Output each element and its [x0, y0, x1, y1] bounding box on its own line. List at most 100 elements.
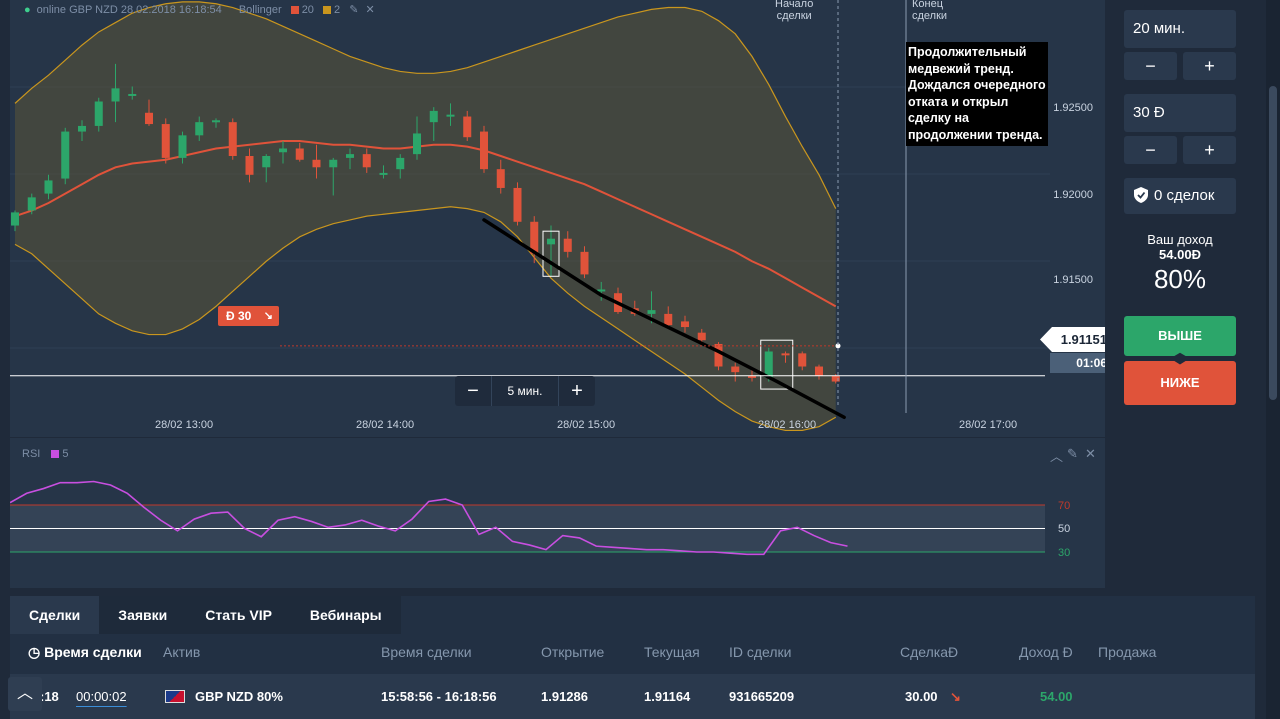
price-tick: 1.91500: [1053, 274, 1093, 286]
column-header[interactable]: ◷ Время сделки: [28, 644, 142, 660]
candle-body: [748, 375, 756, 378]
candle-body: [78, 125, 86, 132]
deals-panel: Сделки Заявки Стать VIP Вебинары ◷ Время…: [10, 596, 1255, 719]
candle-body: [681, 321, 689, 328]
candle-body: [547, 238, 555, 245]
candle-body: [580, 251, 589, 275]
tab-webinars[interactable]: Вебинары: [290, 596, 401, 634]
deal-time-range: 15:58:56 - 16:18:56: [381, 689, 497, 704]
timeframe-control: − 5 мин. +: [455, 376, 595, 406]
trade-tag-amount: Ð 30: [226, 309, 252, 323]
candle-body: [27, 197, 36, 211]
call-button[interactable]: ВЫШЕ: [1124, 316, 1236, 356]
expiry-timer: 01:06: [1050, 353, 1105, 373]
deal-timer: 00:00:02: [76, 689, 127, 704]
gb-flag-icon: [165, 690, 185, 703]
candle-body: [44, 180, 53, 194]
pencil-icon[interactable]: ✎: [349, 4, 359, 16]
scrollbar-thumb[interactable]: [1269, 86, 1277, 400]
page-scrollbar[interactable]: [1266, 0, 1280, 719]
candle-body: [94, 101, 103, 126]
candle-body: [195, 122, 204, 136]
candle-body: [714, 343, 723, 367]
candle-body: [530, 221, 539, 254]
pullback-highlight: [542, 230, 560, 277]
indicator-name: Bollinger: [238, 4, 282, 16]
rsi-line: [10, 480, 848, 556]
candle-body: [396, 157, 405, 170]
open-trade-tag[interactable]: Ð 30 ↘: [218, 306, 279, 326]
amount-minus-button[interactable]: −: [1124, 136, 1177, 164]
indicator-param-2: 2: [334, 4, 341, 16]
column-header: Актив: [163, 644, 201, 660]
deals-button[interactable]: 0 сделок: [1124, 178, 1236, 214]
candle-body: [379, 172, 388, 175]
entry-highlight: [760, 339, 794, 390]
candle-body: [513, 187, 522, 222]
column-header: СделкаÐ: [900, 644, 959, 660]
arrow-down-right-icon: ↘: [950, 689, 961, 704]
candle-body: [279, 148, 287, 153]
timeframe-minus-button[interactable]: −: [467, 379, 479, 402]
amount-plus-button[interactable]: +: [1183, 136, 1236, 164]
close-icon[interactable]: ✕: [1085, 446, 1096, 461]
deal-asset: GBP NZD 80%: [165, 674, 283, 719]
timeframe-plus-button[interactable]: +: [571, 379, 583, 402]
price-chart[interactable]: ● online GBP NZD 28.02.2018 16:18:54 Boll…: [10, 0, 1105, 437]
candle-body: [446, 114, 455, 117]
candle-body: [697, 332, 706, 341]
rsi-canvas: [10, 480, 1045, 556]
chart-canvas: [10, 0, 1050, 432]
rsi-panel[interactable]: RSI 5 70 50 30 ︿ ✎ ✕: [10, 438, 1105, 588]
candle-body: [262, 156, 271, 168]
clock-icon: ◷: [28, 644, 45, 660]
column-header: Текущая: [644, 644, 700, 660]
chevron-up-icon[interactable]: ︿: [8, 677, 42, 711]
candle-body: [346, 154, 354, 158]
tab-vip[interactable]: Стать VIP: [186, 596, 291, 634]
payout-percent: 80%: [1153, 264, 1207, 294]
chevron-up-icon[interactable]: ︿: [1050, 449, 1064, 464]
duration-minus-button[interactable]: −: [1124, 52, 1177, 80]
candle-body: [831, 375, 840, 382]
timeframe-value[interactable]: 5 мин.: [491, 376, 559, 406]
duration-field[interactable]: 20 мин.: [1124, 10, 1236, 48]
deal-current-price: 1.91164: [644, 689, 691, 704]
candle-body: [413, 133, 421, 155]
candle-body: [312, 159, 321, 168]
tab-orders[interactable]: Заявки: [99, 596, 187, 634]
candle-body: [228, 122, 237, 157]
price-tick: 1.92500: [1053, 102, 1093, 114]
income-value: 54.00Ð: [1159, 247, 1201, 262]
table-row[interactable]: :18 00:00:02 GBP NZD 80% 15:58:56 - 16:1…: [10, 674, 1255, 719]
param-color-icon: [290, 6, 299, 14]
candle-body: [563, 238, 572, 252]
put-button[interactable]: НИЖЕ: [1124, 361, 1236, 405]
amount-field[interactable]: 30 Ð: [1124, 94, 1236, 132]
candle-body: [145, 112, 153, 125]
deal-id: 931665209: [729, 689, 795, 704]
time-tick: 28/02 16:00: [758, 419, 817, 431]
column-header: Продажа: [1098, 644, 1157, 660]
candle-body: [597, 289, 606, 292]
candle-body: [480, 131, 488, 170]
shield-icon: [1134, 187, 1148, 203]
candle-body: [731, 366, 740, 373]
rsi-label: RSI: [22, 448, 41, 460]
bollinger-lower: [14, 206, 837, 432]
pencil-icon[interactable]: ✎: [1067, 446, 1078, 461]
duration-plus-button[interactable]: +: [1183, 52, 1236, 80]
candle-body: [362, 154, 371, 168]
candle-body: [815, 366, 823, 376]
tab-deals[interactable]: Сделки: [10, 596, 100, 634]
candle-body: [61, 131, 70, 179]
candle-body: [798, 353, 807, 367]
deal-start-label: Начало сделки: [775, 0, 814, 22]
column-header: ID сделки: [729, 644, 792, 660]
candle-body: [161, 124, 170, 158]
deal-income: 54.00: [1040, 689, 1073, 704]
time-tick: 28/02 15:00: [557, 419, 616, 431]
close-icon[interactable]: ✕: [365, 4, 375, 16]
rsi-tick-50: 50: [1058, 523, 1071, 535]
